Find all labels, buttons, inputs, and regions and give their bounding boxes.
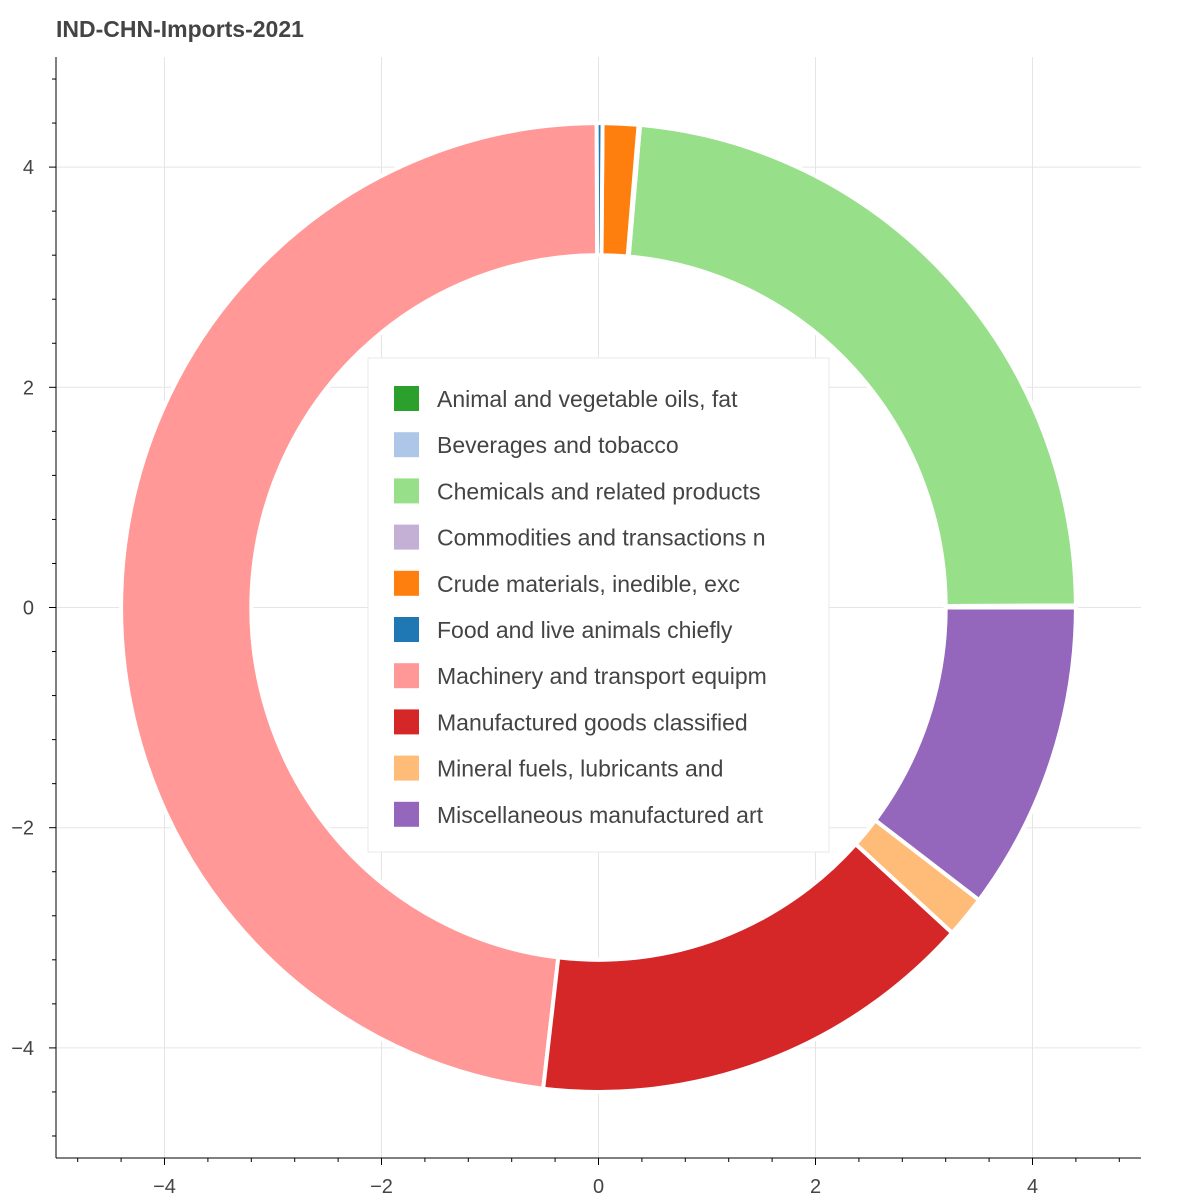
legend-swatch [394, 755, 419, 781]
legend-swatch [394, 524, 419, 550]
y-tick-label: −4 [11, 1038, 34, 1060]
legend-label: Machinery and transport equipm [437, 663, 767, 689]
y-tick-label: 4 [23, 157, 34, 179]
legend-label: Chemicals and related products [437, 478, 760, 504]
x-tick-label: 2 [810, 1176, 821, 1198]
legend-swatch [394, 432, 419, 458]
legend: Animal and vegetable oils, fat Beverages … [367, 357, 830, 853]
y-tick-label: 0 [23, 598, 34, 620]
donut-wedge [626, 122, 1078, 608]
legend-label: Crude materials, inedible, exc [437, 571, 740, 597]
legend-label: Mineral fuels, lubricants and [437, 756, 723, 782]
axes: −4 −2 0 2 4 4 2 0 −2 −4 [11, 57, 1141, 1198]
legend-swatch [394, 386, 419, 411]
x-tick-label: −4 [153, 1176, 176, 1198]
legend-label: Food and live animals chiefly [437, 617, 733, 643]
chart-title: IND-CHN-Imports-2021 [56, 16, 304, 42]
legend-label: Commodities and transactions n [437, 525, 766, 551]
legend-label: Beverages and tobacco [437, 432, 679, 458]
donut-wedge [119, 121, 600, 1091]
legend-box [367, 357, 830, 853]
legend-label: Animal and vegetable oils, fat [437, 386, 738, 412]
legend-swatch [394, 570, 419, 596]
y-tick-label: 2 [23, 377, 34, 399]
donut-wedge [872, 605, 1078, 903]
x-tick-label: 0 [593, 1176, 604, 1198]
legend-swatch [394, 801, 419, 827]
legend-swatch [394, 617, 419, 642]
donut-wedges [119, 121, 1078, 1094]
legend-label: Manufactured goods classified [437, 709, 748, 735]
legend-label: Miscellaneous manufactured art [437, 802, 764, 828]
x-tick-label: −2 [370, 1176, 393, 1198]
legend-swatch [394, 478, 419, 504]
x-tick-label: 4 [1027, 1176, 1038, 1198]
legend-swatch [394, 709, 419, 735]
legend-swatch [394, 663, 419, 689]
donut-wedge [540, 841, 955, 1094]
y-tick-label: −2 [11, 818, 34, 840]
